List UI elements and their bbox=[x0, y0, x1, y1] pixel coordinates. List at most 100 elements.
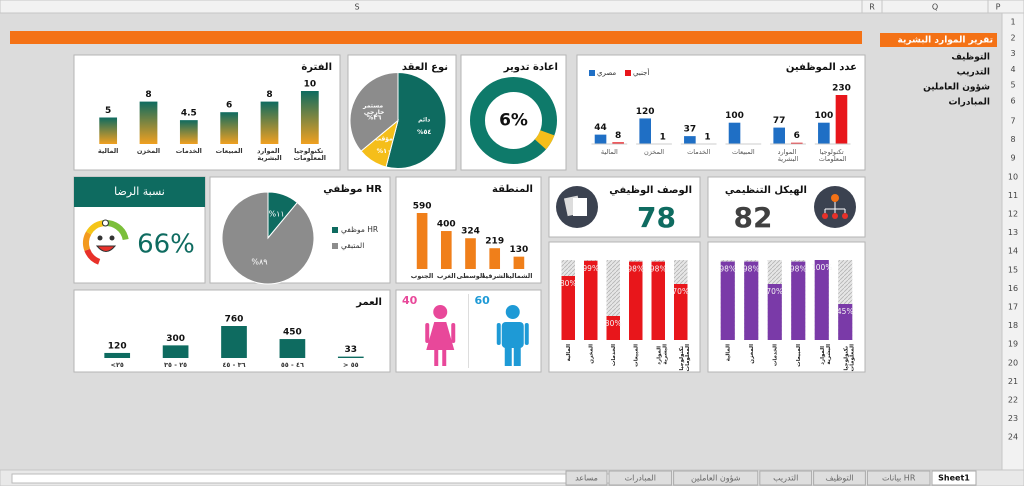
figure-head bbox=[433, 305, 448, 319]
chart-title: عدد الموظفين bbox=[786, 62, 857, 73]
category-label: ٣٦ - ٤٥ bbox=[222, 361, 245, 369]
category-label: تكنولوجيا المعلومات bbox=[677, 344, 690, 372]
value-label: 230 bbox=[832, 84, 851, 94]
row-number: 13 bbox=[1008, 228, 1018, 237]
sheet-tab-label[interactable]: التدريب bbox=[773, 474, 798, 483]
bar bbox=[744, 261, 759, 340]
bar bbox=[99, 117, 118, 144]
sheet-tab[interactable] bbox=[759, 470, 813, 486]
bar bbox=[513, 256, 525, 269]
bar bbox=[639, 118, 651, 144]
category-label: المالية bbox=[566, 344, 572, 361]
menu-item[interactable]: التدريب bbox=[957, 68, 990, 78]
row-number: 14 bbox=[1008, 247, 1018, 256]
category-label: ٤٦ - ٥٥ bbox=[281, 361, 304, 369]
figure-body bbox=[501, 322, 524, 348]
value-label: 400 bbox=[437, 220, 456, 230]
sheet-tab[interactable] bbox=[931, 470, 977, 486]
kpi-icon-sheet bbox=[573, 198, 587, 216]
sheet-tab[interactable] bbox=[813, 470, 866, 486]
bar bbox=[835, 95, 848, 144]
sheet-tab[interactable] bbox=[608, 470, 673, 486]
sheet-tab-label[interactable]: Sheet1 bbox=[938, 474, 970, 483]
sheet-tab[interactable] bbox=[866, 470, 931, 486]
menu-title[interactable]: تقرير الموارد البشرية bbox=[898, 36, 993, 46]
chart-title: اعادة تدوير bbox=[503, 62, 558, 73]
category-label: الشمالية bbox=[505, 272, 532, 280]
gauge-segment bbox=[84, 248, 101, 265]
value-label: 300 bbox=[166, 334, 185, 344]
value-label: 60 bbox=[475, 294, 491, 307]
kpi-value: 66% bbox=[137, 230, 195, 260]
donut-track bbox=[470, 77, 557, 164]
value-label: 40 bbox=[402, 294, 418, 307]
category-label: الموارد البشرية bbox=[257, 147, 282, 162]
slice-label: مستمر خارجي bbox=[362, 102, 385, 116]
category-label: الخدمات bbox=[176, 147, 202, 155]
category-label: الموارد البشرية bbox=[656, 344, 668, 365]
menu-item[interactable]: المبادرات bbox=[949, 98, 990, 108]
row-number: 11 bbox=[1008, 191, 1018, 200]
category-label: الموارد البشرية bbox=[819, 344, 831, 365]
row-number: 19 bbox=[1008, 340, 1018, 349]
bar bbox=[279, 339, 306, 358]
gauge-segment bbox=[83, 231, 92, 251]
row-number: 12 bbox=[1008, 210, 1018, 219]
value-label: 760 bbox=[225, 315, 244, 325]
value-label: 8 bbox=[145, 90, 151, 100]
value-label: 10 bbox=[304, 80, 317, 90]
value-label: 100 bbox=[725, 111, 744, 121]
value-label: 44 bbox=[594, 123, 607, 133]
gauge-marker bbox=[101, 219, 109, 227]
category-label: المالية bbox=[725, 344, 731, 361]
kpi-icon-node bbox=[842, 213, 848, 219]
kpi-icon-node bbox=[822, 213, 828, 219]
value-label: 80% bbox=[560, 279, 577, 288]
sheet-tab-label[interactable]: المبادرات bbox=[625, 474, 656, 483]
value-label: 219 bbox=[485, 237, 504, 247]
sheet-tab-label[interactable]: مساعد bbox=[575, 474, 598, 483]
bar bbox=[838, 304, 853, 340]
value-label: 130 bbox=[510, 245, 529, 255]
value-label: 8 bbox=[266, 90, 272, 100]
slice-label: دائم bbox=[418, 116, 430, 123]
menu-item[interactable]: شؤون العاملين bbox=[923, 83, 990, 93]
slice-value: %١١ bbox=[268, 210, 284, 219]
sheet-tab[interactable] bbox=[673, 470, 759, 486]
category-label: المالية bbox=[601, 148, 618, 156]
menu-item[interactable]: التوظيف bbox=[951, 53, 990, 63]
figure-leg bbox=[434, 350, 439, 366]
value-label: 120 bbox=[108, 341, 127, 351]
value-label: 77 bbox=[773, 116, 786, 126]
sheet-tab-label[interactable]: بيانات HR bbox=[882, 474, 916, 483]
row-number: 20 bbox=[1008, 358, 1018, 367]
legend-swatch bbox=[589, 70, 595, 76]
value-label: 98% bbox=[790, 265, 807, 274]
value-label: 590 bbox=[413, 202, 432, 212]
row-number: 10 bbox=[1008, 172, 1018, 181]
column-header: R bbox=[869, 3, 875, 12]
row-number: 2 bbox=[1010, 33, 1015, 42]
kpi-icon-node bbox=[832, 213, 838, 219]
column-header-bar bbox=[0, 0, 1024, 14]
bar bbox=[728, 122, 741, 144]
category-label: تكنولوجيا المعلومات bbox=[842, 344, 855, 372]
sheet-tab-label[interactable]: التوظيف bbox=[825, 474, 853, 483]
figure-leg bbox=[442, 350, 447, 366]
orange-banner bbox=[10, 31, 862, 44]
category-label: المبيعات bbox=[633, 344, 639, 367]
value-label: 33 bbox=[345, 345, 358, 355]
sheet-tab-label[interactable]: شؤون العاملين bbox=[691, 474, 741, 483]
category-label: <٢٥ bbox=[111, 361, 124, 369]
value-label: 98% bbox=[719, 265, 736, 274]
sheet-tab[interactable] bbox=[565, 470, 608, 486]
bar bbox=[300, 91, 319, 144]
figure-arm bbox=[425, 323, 430, 343]
chart-title: الوصف الوظيفي bbox=[609, 185, 692, 196]
figure-body bbox=[426, 322, 455, 350]
chart-title: المنطقة bbox=[492, 184, 533, 195]
bar bbox=[489, 248, 501, 269]
slice-value: %٨٩ bbox=[251, 257, 267, 266]
